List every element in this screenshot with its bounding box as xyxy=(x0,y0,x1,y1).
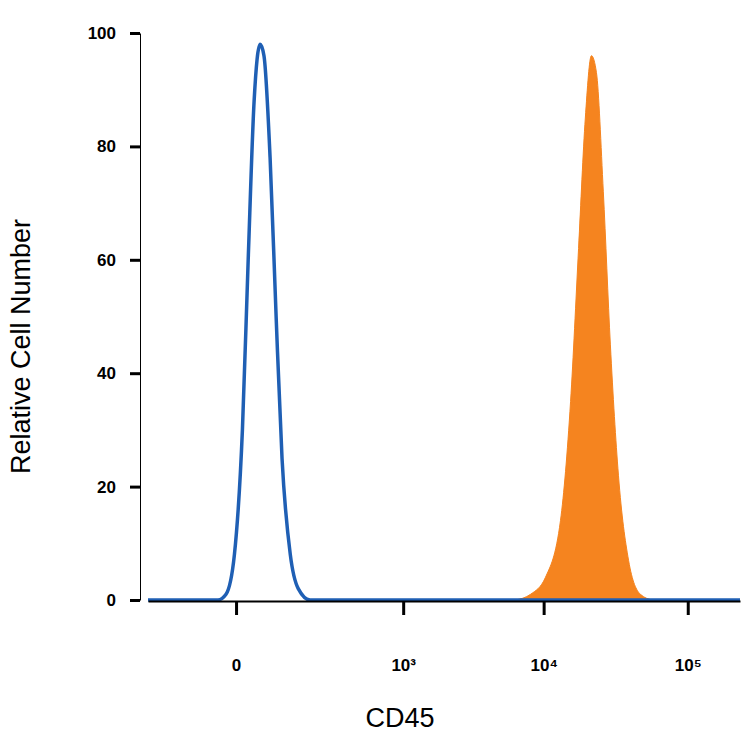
y-tick-label: 20 xyxy=(97,478,116,497)
x-tick: 10⁵ xyxy=(675,601,702,675)
y-axis-title: Relative Cell Number xyxy=(6,219,36,474)
y-tick-label: 80 xyxy=(97,137,116,156)
histogram-line xyxy=(148,44,740,600)
y-tick: 0 xyxy=(107,591,140,610)
x-tick-label: 10⁵ xyxy=(675,656,702,675)
x-axis: 0 10³ 10⁴ 10⁵ xyxy=(149,601,741,675)
x-tick-mark xyxy=(235,601,238,615)
y-tick: 80 xyxy=(97,137,140,156)
x-tick-label: 10³ xyxy=(391,656,416,675)
x-tick: 0 xyxy=(232,601,241,675)
plot-area xyxy=(148,44,740,600)
y-tick-mark xyxy=(130,486,140,489)
y-tick-mark xyxy=(130,372,140,375)
y-tick-mark xyxy=(130,32,140,35)
histogram-area xyxy=(515,56,653,600)
x-axis-title: CD45 xyxy=(365,703,434,733)
y-tick: 40 xyxy=(97,364,140,383)
y-axis: 0 20 40 60 80 100 xyxy=(88,24,141,610)
x-tick: 10³ xyxy=(391,601,416,675)
y-tick-mark xyxy=(130,145,140,148)
x-tick-mark xyxy=(543,601,546,615)
y-tick: 20 xyxy=(97,478,140,497)
x-tick-mark xyxy=(402,601,405,615)
y-tick-label: 100 xyxy=(88,24,116,43)
x-tick-label: 10⁴ xyxy=(530,656,557,675)
y-tick: 60 xyxy=(97,251,140,270)
x-tick: 10⁴ xyxy=(530,601,557,675)
y-tick: 100 xyxy=(88,24,140,43)
x-tick-mark xyxy=(687,601,690,615)
chart: 0 10³ 10⁴ 10⁵ 0 20 40 60 80 100 CD45 Relative Cell … xyxy=(0,0,743,743)
y-tick-mark xyxy=(130,259,140,262)
y-tick-label: 0 xyxy=(107,591,116,610)
y-axis-line xyxy=(140,34,141,601)
x-tick-label: 0 xyxy=(232,656,241,675)
y-tick-label: 40 xyxy=(97,364,116,383)
y-tick-label: 60 xyxy=(97,251,116,270)
y-tick-mark xyxy=(130,599,140,602)
